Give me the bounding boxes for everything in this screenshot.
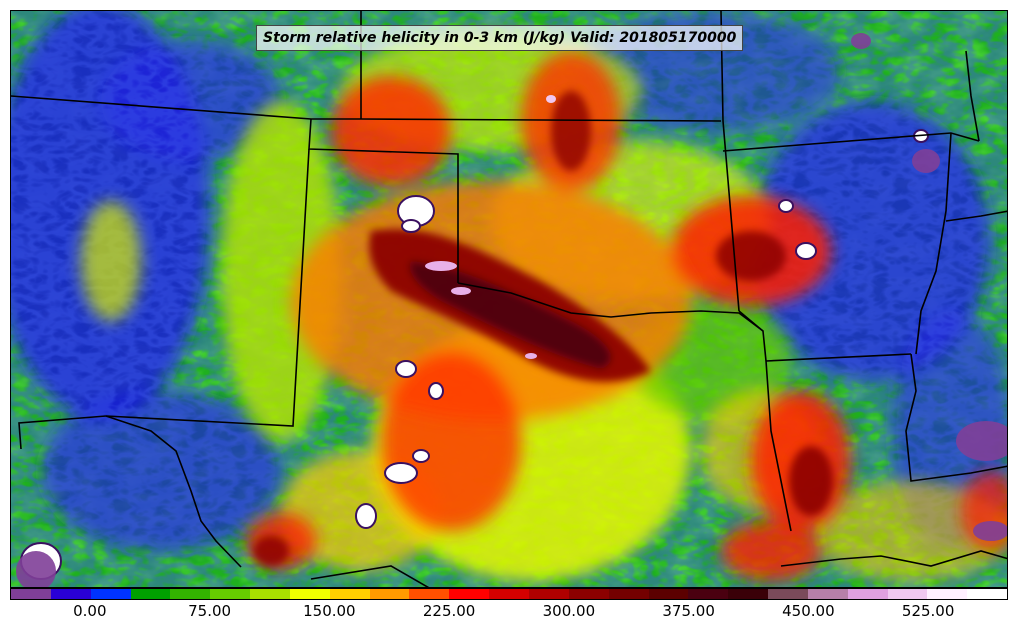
colorbar-segment <box>90 589 131 599</box>
colorbar-labels: 0.00 75.00 150.00 225.00 300.00 375.00 450.00 5… <box>10 602 1008 624</box>
colorbar-tick-label: 0.00 <box>73 602 107 620</box>
colorbar-segment <box>170 589 211 599</box>
helicity-map <box>11 11 1007 587</box>
colorbar-segment <box>688 589 729 599</box>
map-title: Storm relative helicity in 0-3 km (J/kg)… <box>256 25 744 51</box>
colorbar-segment <box>807 589 848 599</box>
colorbar-segment <box>768 589 808 599</box>
colorbar-tick-label: 75.00 <box>188 602 232 620</box>
colorbar <box>10 588 1008 600</box>
colorbar-tick-label: 150.00 <box>303 602 356 620</box>
colorbar-tick-label: 300.00 <box>542 602 596 620</box>
colorbar-segment <box>130 589 171 599</box>
colorbar-segment <box>528 589 569 599</box>
colorbar-segment <box>250 589 290 599</box>
colorbar-segment <box>210 589 251 599</box>
colorbar-segment <box>409 589 450 599</box>
colorbar-segment <box>887 589 928 599</box>
colorbar-tick-label: 375.00 <box>662 602 715 620</box>
colorbar-segment <box>568 589 609 599</box>
colorbar-tick-label: 525.00 <box>901 602 955 620</box>
colorbar-segment <box>967 589 1008 599</box>
colorbar-segment <box>449 589 490 599</box>
colorbar-segment <box>369 589 410 599</box>
colorbar-segment <box>608 589 649 599</box>
colorbar-segment <box>50 589 91 599</box>
colorbar-segment <box>648 589 689 599</box>
colorbar-tick-label: 450.00 <box>782 602 835 620</box>
colorbar-segment <box>329 589 370 599</box>
colorbar-tick-label: 225.00 <box>422 602 476 620</box>
colorbar-segment <box>489 589 529 599</box>
colorbar-segment <box>11 589 51 599</box>
state-boundaries <box>11 11 1007 587</box>
colorbar-segment <box>289 589 330 599</box>
negative-helicity-patches <box>16 33 1007 587</box>
colorbar-segment <box>728 589 769 599</box>
map-panel: Storm relative helicity in 0-3 km (J/kg)… <box>10 10 1008 588</box>
colorbar-segment <box>927 589 968 599</box>
colorbar-segment <box>847 589 888 599</box>
peak-helicity-spots <box>425 95 556 359</box>
